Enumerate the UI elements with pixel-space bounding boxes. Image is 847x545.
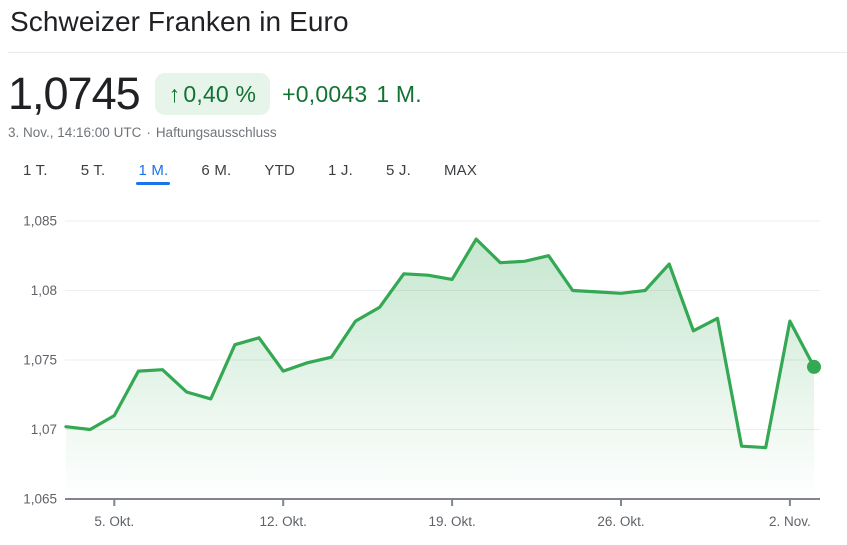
tab-6m[interactable]: 6 M. [201, 162, 231, 185]
tab-5y[interactable]: 5 J. [386, 162, 411, 185]
disclaimer-link[interactable]: Haftungsausschluss [155, 125, 277, 140]
y-axis-label: 1,07 [31, 422, 57, 437]
y-axis-label: 1,08 [31, 283, 57, 298]
quote-row: 1,0745 ↑ 0,40 % +0,0043 1 M. [8, 71, 847, 117]
range-tabs: 1 T. 5 T. 1 M. 6 M. YTD 1 J. 5 J. MAX [23, 162, 847, 185]
y-axis-label: 1,085 [23, 214, 57, 229]
y-axis-label: 1,075 [23, 353, 57, 368]
x-axis-label: 5. Okt. [94, 514, 134, 529]
quote-timestamp: 3. Nov., 14:16:00 UTC [8, 125, 142, 140]
x-axis-label: 12. Okt. [260, 514, 307, 529]
x-axis-label: 2. Nov. [769, 514, 811, 529]
change-percent-badge: ↑ 0,40 % [154, 73, 271, 115]
current-price-dot [807, 359, 821, 374]
current-price: 1,0745 [8, 68, 141, 119]
header-divider [8, 52, 847, 53]
arrow-up-icon: ↑ [168, 81, 181, 107]
meta-separator: · [146, 125, 151, 140]
price-chart[interactable]: 1,065 1,07 1,075 1,08 1,085 5. Okt. 12. Okt. 19… [0, 204, 847, 544]
tab-1m[interactable]: 1 M. [136, 162, 171, 185]
change-absolute-value: +0,0043 [282, 80, 368, 107]
area-fill [66, 239, 814, 499]
change-percent-value: 0,40 % [183, 81, 257, 107]
tab-max[interactable]: MAX [444, 162, 477, 185]
quote-meta: 3. Nov., 14:16:00 UTC · Haftungsausschlu… [8, 125, 847, 141]
y-axis-label: 1,065 [23, 492, 57, 507]
x-axis-label: 19. Okt. [428, 514, 475, 529]
tab-1y[interactable]: 1 J. [328, 162, 353, 185]
price-line [64, 237, 816, 450]
tab-5d[interactable]: 5 T. [81, 162, 106, 185]
change-period-label: 1 M. [376, 80, 422, 107]
price-chart-svg[interactable]: 1,065 1,07 1,075 1,08 1,085 5. Okt. 12. Okt. 19… [0, 204, 847, 544]
x-axis-label: 26. Okt. [597, 514, 644, 529]
tab-ytd[interactable]: YTD [264, 162, 295, 185]
change-absolute: +0,0043 1 M. [282, 81, 422, 108]
page-title: Schweizer Franken in Euro [10, 6, 349, 37]
tab-1d[interactable]: 1 T. [23, 162, 48, 185]
